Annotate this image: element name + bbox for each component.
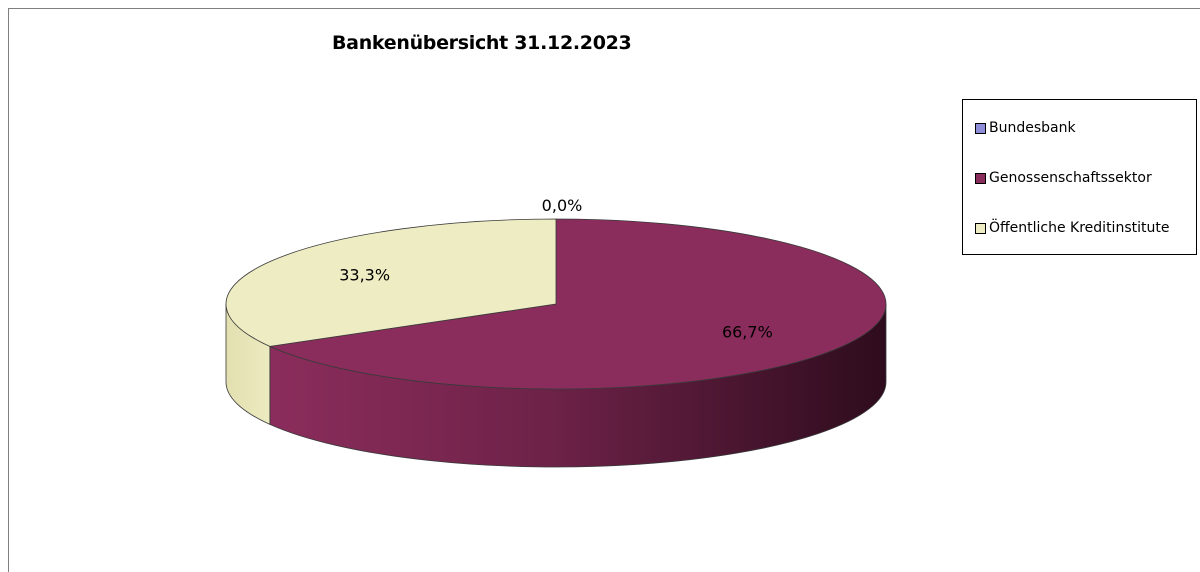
pie-slice-oeffentliche-kreditinstitute (225, 218, 557, 347)
legend-swatch-bundesbank (975, 122, 986, 134)
legend-item-bundesbank: Bundesbank (975, 118, 1076, 138)
data-label-bundesbank: 0,0% (542, 196, 583, 215)
data-label-genossenschaftssektor: 66,7% (722, 323, 773, 342)
legend-swatch-genossenschaftssektor (975, 172, 986, 184)
pie-slice-genossenschaftssektor (268, 218, 887, 390)
legend-label-oeffentliche-kreditinstitute: Öffentliche Kreditinstitute (989, 220, 1170, 236)
chart-area (8, 8, 1200, 572)
legend: Bundesbank Genossenschaftssektor Öffentl… (962, 99, 1197, 255)
chart-title: Bankenübersicht 31.12.2023 (332, 32, 632, 54)
legend-label-bundesbank: Bundesbank (989, 120, 1076, 136)
legend-label-genossenschaftssektor: Genossenschaftssektor (989, 170, 1152, 186)
legend-item-oeffentliche-kreditinstitute: Öffentliche Kreditinstitute (975, 218, 1169, 238)
legend-swatch-oeffentliche-kreditinstitute (975, 222, 986, 234)
data-label-oeffentliche-kreditinstitute: 33,3% (339, 265, 390, 284)
legend-item-genossenschaftssektor: Genossenschaftssektor (975, 168, 1152, 188)
